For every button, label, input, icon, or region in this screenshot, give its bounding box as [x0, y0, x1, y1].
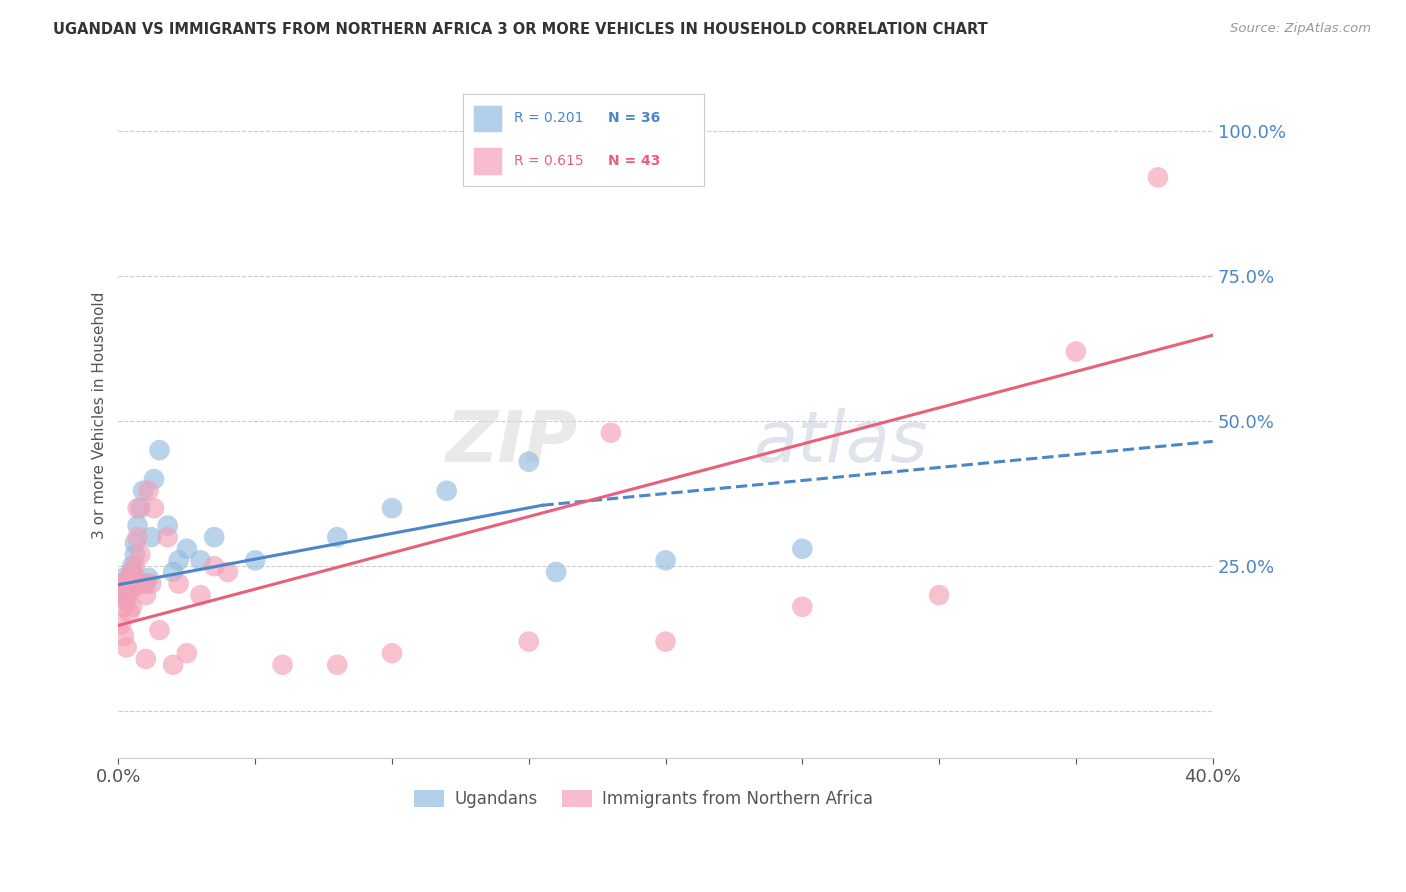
- Point: [110, 576, 132, 591]
- Point: [121, 565, 143, 579]
- Point: [115, 594, 138, 608]
- Point: [127, 518, 149, 533]
- Point: [143, 472, 166, 486]
- Text: ZIP: ZIP: [446, 409, 578, 477]
- Point: [599, 425, 621, 440]
- Point: [654, 634, 676, 648]
- Point: [124, 576, 146, 591]
- Point: [110, 588, 132, 602]
- Point: [381, 501, 404, 516]
- Point: [654, 553, 676, 567]
- Point: [436, 483, 458, 498]
- Point: [190, 553, 212, 567]
- Point: [271, 657, 294, 672]
- Point: [162, 565, 184, 579]
- Point: [110, 617, 132, 632]
- Point: [1147, 170, 1170, 185]
- Point: [121, 576, 143, 591]
- Point: [127, 501, 149, 516]
- Point: [176, 646, 198, 660]
- Text: UGANDAN VS IMMIGRANTS FROM NORTHERN AFRICA 3 OR MORE VEHICLES IN HOUSEHOLD CORRE: UGANDAN VS IMMIGRANTS FROM NORTHERN AFRI…: [53, 22, 988, 37]
- Point: [326, 657, 349, 672]
- Point: [202, 530, 225, 544]
- Point: [127, 530, 149, 544]
- Point: [792, 599, 814, 614]
- Text: Source: ZipAtlas.com: Source: ZipAtlas.com: [1230, 22, 1371, 36]
- Y-axis label: 3 or more Vehicles in Household: 3 or more Vehicles in Household: [93, 292, 107, 539]
- Point: [118, 582, 141, 597]
- Point: [132, 483, 155, 498]
- Point: [148, 623, 170, 637]
- Point: [118, 606, 141, 620]
- Point: [138, 483, 160, 498]
- Point: [115, 640, 138, 655]
- Point: [202, 559, 225, 574]
- Point: [143, 501, 166, 516]
- Point: [517, 634, 540, 648]
- Point: [124, 536, 146, 550]
- Point: [928, 588, 950, 602]
- Point: [115, 576, 138, 591]
- Point: [381, 646, 404, 660]
- Point: [217, 565, 239, 579]
- Point: [110, 588, 132, 602]
- Point: [115, 576, 138, 591]
- Point: [121, 599, 143, 614]
- Point: [517, 455, 540, 469]
- Point: [124, 559, 146, 574]
- Text: atlas: atlas: [754, 409, 928, 477]
- Point: [141, 576, 163, 591]
- Point: [112, 576, 135, 591]
- Point: [115, 588, 138, 602]
- Point: [135, 588, 157, 602]
- Point: [141, 530, 163, 544]
- Point: [118, 571, 141, 585]
- Point: [124, 548, 146, 562]
- Point: [132, 576, 155, 591]
- Point: [121, 582, 143, 597]
- Point: [156, 530, 179, 544]
- Point: [110, 576, 132, 591]
- Point: [162, 657, 184, 672]
- Legend: Ugandans, Immigrants from Northern Africa: Ugandans, Immigrants from Northern Afric…: [408, 783, 880, 814]
- Point: [118, 571, 141, 585]
- Point: [156, 518, 179, 533]
- Point: [148, 443, 170, 458]
- Point: [112, 599, 135, 614]
- Point: [121, 565, 143, 579]
- Point: [1064, 344, 1087, 359]
- Point: [112, 571, 135, 585]
- Point: [135, 576, 157, 591]
- Point: [167, 576, 190, 591]
- Point: [127, 576, 149, 591]
- Point: [129, 548, 152, 562]
- Point: [546, 565, 568, 579]
- Point: [112, 582, 135, 597]
- Point: [792, 541, 814, 556]
- Point: [190, 588, 212, 602]
- Point: [176, 541, 198, 556]
- Point: [167, 553, 190, 567]
- Point: [138, 571, 160, 585]
- Point: [129, 501, 152, 516]
- Point: [135, 652, 157, 666]
- Point: [245, 553, 267, 567]
- Point: [112, 629, 135, 643]
- Point: [326, 530, 349, 544]
- Point: [121, 559, 143, 574]
